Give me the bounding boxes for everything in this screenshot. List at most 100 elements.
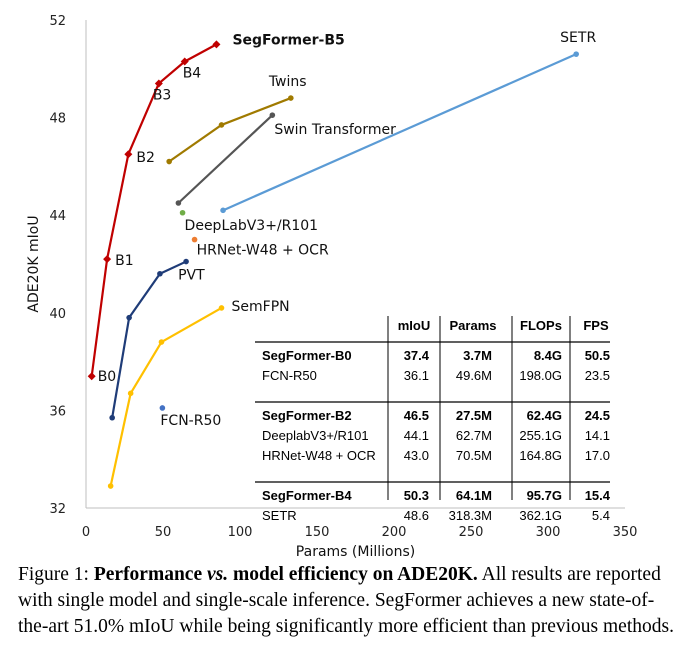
table-cell-value: 48.6: [404, 508, 429, 523]
figure-caption: Figure 1: Performance vs. model efficien…: [18, 562, 678, 640]
x-tick-label: 100: [228, 525, 253, 540]
table-cell-value: 164.8G: [519, 448, 562, 463]
data-point-segformer: [87, 372, 96, 381]
table-header-fps: FPS: [583, 318, 609, 333]
table-cell-value: 36.1: [404, 368, 429, 383]
table-cell-value: 27.5M: [456, 408, 492, 423]
series-label-segformer: SegFormer-B5: [232, 32, 344, 48]
table-model-name: DeeplabV3+/R101: [262, 428, 369, 443]
series-label-twins: Twins: [268, 74, 307, 90]
table-cell-value: 49.6M: [456, 368, 492, 383]
table-cell-value: 46.5: [404, 408, 429, 423]
table-cell-value: 24.5: [585, 408, 610, 423]
series-line-semfpn: [109, 306, 223, 487]
data-point-segformer: [212, 40, 221, 49]
x-tick-label: 0: [82, 525, 90, 540]
caption-rest: All results are reported with single mod…: [18, 564, 674, 637]
table-header-flops: FLOPs: [520, 318, 562, 333]
x-tick-label: 250: [459, 525, 484, 540]
y-tick-label: 36: [49, 404, 66, 419]
data-point-semfpn: [127, 390, 134, 397]
table-cell-value: 8.4G: [534, 348, 562, 363]
table-header-params: Params: [450, 318, 497, 333]
series-line-twins: [168, 97, 292, 163]
x-axis-title: Params (Millions): [296, 544, 415, 560]
table-cell-value: 37.4: [404, 348, 430, 363]
table-model-name: SETR: [262, 508, 297, 523]
x-tick-label: 300: [536, 525, 561, 540]
caption-prefix: Figure 1:: [18, 564, 94, 585]
data-point-segformer: [154, 79, 163, 88]
point-label-segformer: B2: [136, 150, 155, 166]
y-tick-label: 40: [49, 307, 66, 322]
point-label-segformer: B0: [98, 369, 117, 385]
table-cell-value: 5.4: [592, 508, 610, 523]
data-point-twins: [166, 158, 172, 165]
series-line-segformer: [90, 43, 217, 377]
table-cell-value: 17.0: [585, 448, 610, 463]
table-model-name: SegFormer-B0: [262, 348, 352, 363]
data-point-swin-transformer: [175, 200, 182, 206]
table-cell-value: 198.0G: [519, 368, 562, 383]
table-cell-value: 50.5: [585, 348, 610, 363]
point-label-segformer: B1: [115, 253, 134, 269]
table-cell-value: 23.5: [585, 368, 610, 383]
caption-bold-2: model efficiency on ADE20K.: [228, 564, 478, 585]
x-tick-label: 150: [305, 525, 330, 540]
table-model-name: SegFormer-B2: [262, 408, 352, 423]
data-point-pvt: [157, 270, 163, 277]
table-model-name: HRNet-W48 + OCR: [262, 448, 376, 463]
table-cell-value: 44.1: [404, 428, 429, 443]
series-label-semfpn: SemFPN: [232, 299, 290, 315]
data-point-twins: [288, 95, 294, 101]
series-label-pvt: PVT: [178, 268, 205, 284]
x-tick-label: 50: [155, 525, 172, 540]
series-line-setr: [222, 53, 577, 212]
y-tick-label: 48: [49, 112, 66, 127]
caption-vs: vs.: [207, 564, 229, 585]
data-point-segformer: [124, 150, 133, 159]
table-cell-value: 15.4: [585, 488, 611, 503]
data-point-fcn-r50: [159, 405, 166, 411]
table-model-name: SegFormer-B4: [262, 488, 352, 503]
x-tick-label: 350: [613, 525, 638, 540]
data-point-pvt: [109, 414, 115, 421]
data-point-setr: [220, 207, 226, 214]
data-point-hrnet-w48-ocr: [191, 236, 198, 243]
table-cell-value: 62.4G: [527, 408, 562, 423]
series-label-hrnet-w48-ocr: HRNet-W48 + OCR: [197, 243, 329, 259]
series-line-pvt: [111, 260, 187, 418]
series-line-swin-transformer: [177, 114, 274, 204]
data-point-semfpn: [107, 483, 114, 489]
table-cell-value: 95.7G: [527, 488, 562, 503]
data-point-segformer: [180, 57, 189, 66]
caption-bold-1: Performance: [93, 564, 207, 585]
table-model-name: FCN-R50: [262, 368, 317, 383]
point-label-segformer: B3: [153, 87, 172, 103]
table-cell-value: 362.1G: [519, 508, 562, 523]
series-label-swin-transformer: Swin Transformer: [274, 122, 396, 138]
performance-chart: 32 36 40 44 48 52 0 50 100 150 200 250 300 350 Params …: [26, 14, 638, 560]
series-label-deeplabv3-r101: DeepLabV3+/R101: [185, 218, 319, 234]
y-tick-label: 44: [49, 209, 66, 224]
data-point-pvt: [126, 314, 132, 321]
table-cell-value: 43.0: [404, 448, 429, 463]
data-point-twins: [218, 122, 225, 128]
table-cell-value: 3.7M: [463, 348, 492, 363]
table-cell-value: 62.7M: [456, 428, 492, 443]
data-point-setr: [573, 51, 579, 57]
y-axis-title: ADE20K mIoU: [26, 215, 42, 312]
y-tick-label: 52: [49, 14, 66, 29]
data-point-segformer: [103, 255, 112, 264]
data-point-semfpn: [218, 305, 225, 311]
x-tick-label: 200: [382, 525, 407, 540]
table-cell-value: 50.3: [404, 488, 429, 503]
table-cell-value: 70.5M: [456, 448, 492, 463]
data-point-deeplabv3-r101: [179, 209, 186, 216]
table-cell-value: 14.1: [585, 428, 610, 443]
series-label-setr: SETR: [560, 30, 596, 46]
y-tick-label: 32: [49, 502, 66, 517]
table-cell-value: 64.1M: [456, 488, 492, 503]
data-point-swin-transformer: [269, 112, 276, 118]
table-cell-value: 255.1G: [519, 428, 562, 443]
